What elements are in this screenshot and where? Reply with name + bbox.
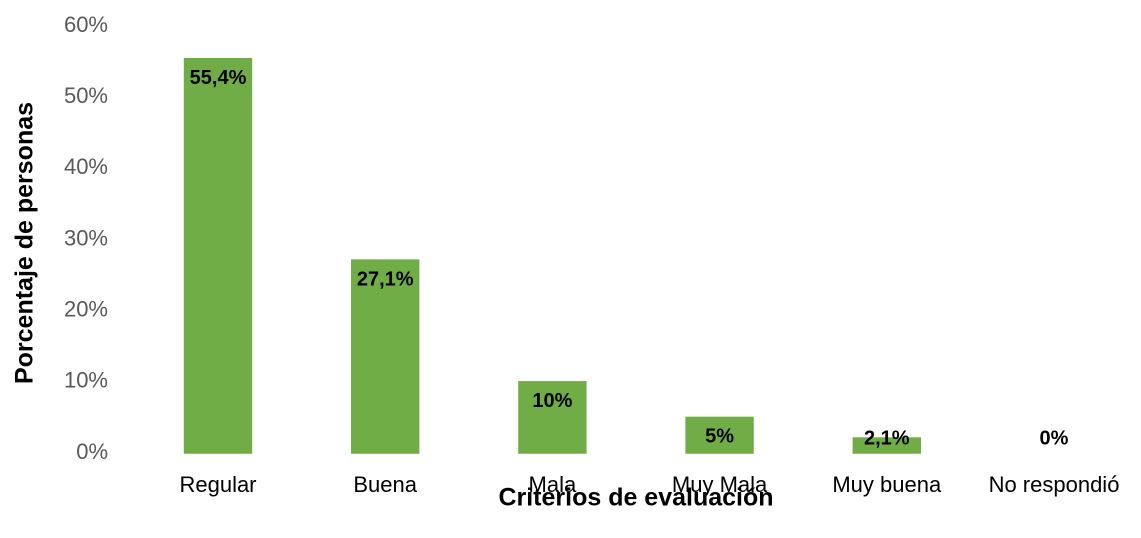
y-tick-label: 50% xyxy=(64,83,108,108)
bar xyxy=(183,57,253,454)
bar xyxy=(518,381,587,454)
y-tick-label: 30% xyxy=(64,225,108,250)
data-label: 5% xyxy=(705,426,734,448)
data-label: 2,1% xyxy=(864,427,910,449)
y-tick-label: 40% xyxy=(64,154,108,179)
y-tick-label: 10% xyxy=(64,368,108,393)
bar xyxy=(685,416,754,454)
x-tick-label: Muy buena xyxy=(832,472,942,497)
data-label: 10% xyxy=(532,390,572,412)
y-tick-label: 20% xyxy=(64,296,108,321)
data-label: 0% xyxy=(1040,427,1069,449)
x-tick-label: Buena xyxy=(353,472,417,497)
x-axis-title: Criterios de evaluación xyxy=(498,484,773,512)
y-axis-title: Porcentaje de personas xyxy=(11,102,39,384)
y-tick-label: 0% xyxy=(76,439,108,464)
bar xyxy=(852,437,921,454)
x-tick-label: No respondió xyxy=(989,472,1120,497)
data-label: 55,4% xyxy=(190,67,247,89)
x-tick-label: Regular xyxy=(179,472,256,497)
x-tick-label: Muy Mala xyxy=(672,472,768,497)
y-tick-label: 60% xyxy=(64,12,108,37)
data-label: 27,1% xyxy=(357,268,414,290)
bar xyxy=(351,259,420,454)
x-tick-label: Mala xyxy=(529,472,577,497)
